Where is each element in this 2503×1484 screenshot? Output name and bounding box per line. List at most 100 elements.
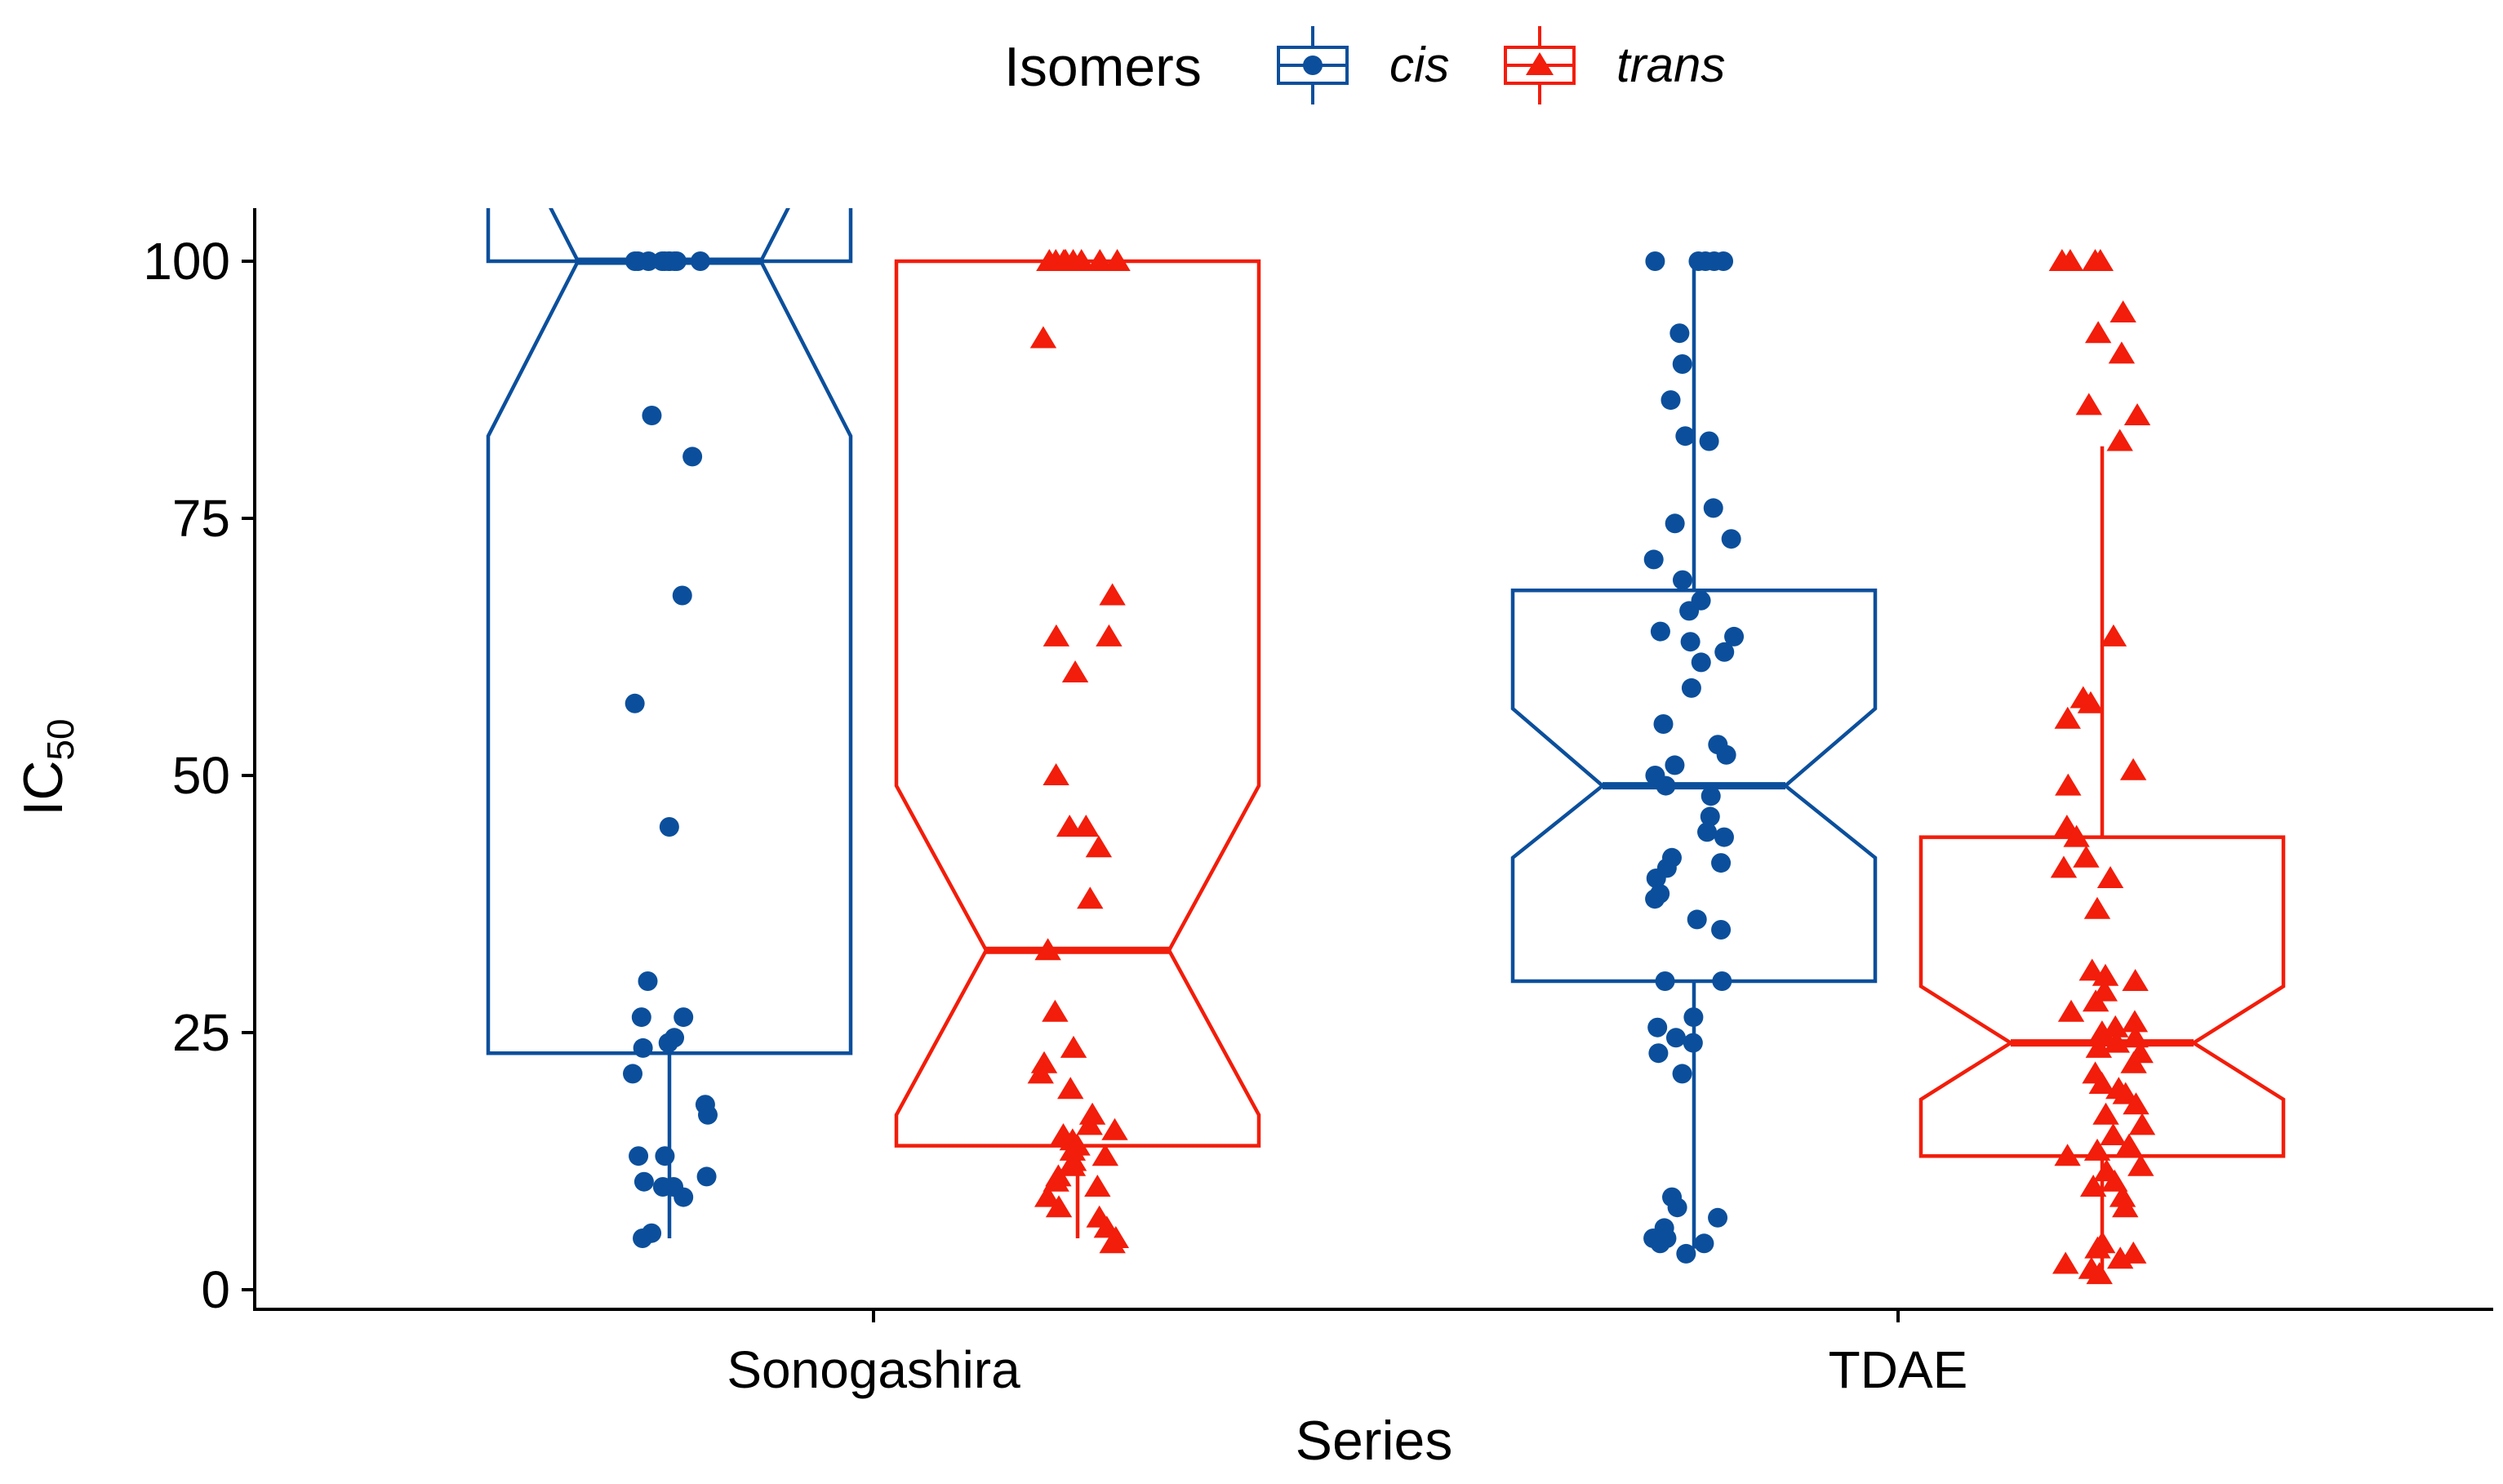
notched-box <box>486 208 853 1055</box>
data-point <box>652 251 673 271</box>
data-point <box>2084 1236 2111 1259</box>
data-point <box>1076 1113 1103 1135</box>
axes: 0 25 50 75 100 Sonogashira TDAE <box>143 208 2493 1399</box>
data-point <box>2079 1175 2107 1197</box>
data-point <box>1656 775 1676 796</box>
data-point <box>2075 393 2102 415</box>
data-point <box>2077 691 2105 713</box>
legend-key-cis-circle-icon <box>1303 56 1323 75</box>
data-point <box>1661 390 1681 411</box>
data-point <box>1667 1197 1687 1218</box>
data-point <box>1701 786 1721 806</box>
box-tdae-cis <box>1510 261 1878 1249</box>
data-point <box>1724 626 1745 646</box>
data-point <box>642 406 662 425</box>
data-point <box>1683 1007 1704 1028</box>
data-point <box>2120 1051 2147 1073</box>
data-point <box>1669 323 1690 344</box>
data-point <box>1650 1233 1670 1254</box>
data-point <box>1688 251 1709 271</box>
data-point <box>1099 583 1126 606</box>
box-tdae-trans <box>1918 446 2286 1269</box>
data-point <box>1077 886 1104 909</box>
data-point <box>1087 249 1114 271</box>
data-point <box>1057 1077 1084 1100</box>
data-point <box>633 1229 653 1248</box>
data-point <box>2054 706 2081 729</box>
data-point <box>2096 866 2124 888</box>
plot-area <box>486 208 2286 1285</box>
data-point <box>1680 632 1701 652</box>
data-point <box>1665 513 1685 534</box>
data-point <box>1091 1144 1119 1166</box>
data-point <box>1085 835 1113 858</box>
data-point <box>1665 1028 1686 1048</box>
data-point <box>2110 300 2136 322</box>
data-point <box>1712 971 1732 991</box>
data-point <box>2123 1092 2150 1115</box>
data-point <box>2085 1035 2113 1058</box>
legend-entry-trans: trans <box>1504 26 1725 104</box>
data-point <box>633 1037 653 1058</box>
data-point <box>659 817 679 837</box>
data-point <box>2057 999 2085 1022</box>
data-point <box>2084 321 2112 344</box>
data-point <box>1676 1243 1696 1264</box>
data-point <box>2088 1072 2115 1094</box>
data-point <box>2119 758 2147 780</box>
legend-title: Isomers <box>1004 36 1202 98</box>
legend-label-cis: cis <box>1389 38 1449 92</box>
data-point <box>1646 869 1666 888</box>
data-point <box>1029 326 1057 349</box>
data-point <box>2082 989 2110 1012</box>
y-ticks: 0 25 50 75 100 <box>143 232 255 1319</box>
data-point <box>1096 624 1123 646</box>
data-point <box>634 1171 654 1192</box>
data-point <box>1645 251 1665 271</box>
data-point <box>629 1146 649 1166</box>
data-point <box>1703 498 1723 518</box>
y-tick-label: 75 <box>172 489 230 548</box>
data-point <box>2083 896 2111 919</box>
data-point <box>2048 249 2076 271</box>
data-point <box>674 1187 694 1207</box>
data-point <box>1699 431 1719 451</box>
data-point <box>1043 1169 1069 1192</box>
data-point <box>1043 624 1070 646</box>
data-point <box>625 693 645 713</box>
points-tdae-trans <box>2048 249 2156 1285</box>
notched-box <box>894 259 1261 1148</box>
data-point <box>1084 1175 1111 1197</box>
y-axis-title: IC50 <box>12 718 82 815</box>
data-point <box>2106 429 2133 451</box>
data-point <box>1104 249 1131 271</box>
data-point <box>697 1104 718 1125</box>
data-point <box>1051 249 1079 271</box>
data-point <box>1043 763 1069 785</box>
data-point <box>696 1166 717 1187</box>
data-point <box>1034 938 1061 961</box>
data-point <box>1099 1231 1126 1254</box>
data-point <box>2121 1010 2149 1033</box>
data-point <box>1672 1064 1692 1084</box>
data-point <box>1648 1043 1669 1064</box>
data-point <box>2050 855 2078 878</box>
data-point <box>2082 249 2109 271</box>
data-point <box>2083 1138 2111 1161</box>
data-point <box>2115 1133 2143 1156</box>
data-point <box>2054 1144 2081 1166</box>
data-point <box>2122 969 2149 991</box>
y-tick-label: 50 <box>172 746 230 805</box>
data-point <box>672 585 692 606</box>
data-point <box>2073 845 2100 868</box>
data-point <box>2123 403 2151 425</box>
y-axis-title-subscript: 50 <box>39 718 82 760</box>
data-point <box>1643 549 1664 570</box>
data-point <box>1716 744 1736 765</box>
data-point <box>1721 529 1741 549</box>
data-point <box>1691 652 1711 673</box>
data-point <box>2055 773 2082 796</box>
data-point <box>1714 827 1734 847</box>
data-point <box>1681 678 1701 698</box>
data-point <box>1059 1138 1087 1161</box>
